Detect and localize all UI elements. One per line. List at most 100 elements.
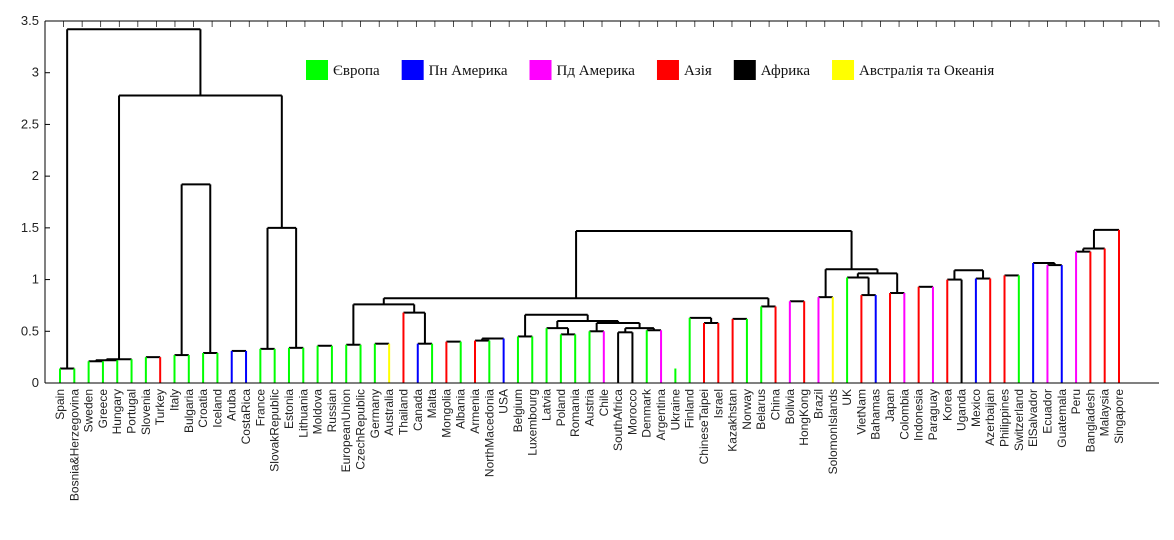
x-tick-label: EuropeanUnion — [339, 389, 353, 472]
x-tick-label: Austria — [583, 389, 597, 427]
x-tick-label: Turkey — [153, 389, 167, 425]
x-tick-label: Malta — [425, 389, 439, 419]
x-tick-label: Bangladesh — [1083, 389, 1097, 452]
x-tick-label: Korea — [940, 389, 954, 421]
x-tick-label: Indonesia — [912, 389, 926, 441]
x-tick-label: Switzerland — [1012, 389, 1026, 451]
x-tick-label: Bolivia — [783, 389, 797, 425]
y-tick-label: 2 — [32, 168, 39, 183]
y-tick-label: 1.5 — [21, 220, 39, 235]
x-tick-label: Denmark — [640, 388, 654, 438]
x-tick-label: SlovakRepublic — [268, 389, 282, 472]
y-tick-label: 1 — [32, 272, 39, 287]
x-tick-label: Azerbaijan — [983, 389, 997, 446]
x-tick-label: Latvia — [540, 389, 554, 421]
x-tick-label: Thailand — [396, 389, 410, 435]
x-tick-label: Chile — [597, 389, 611, 417]
x-tick-label: Norway — [740, 389, 754, 430]
legend-label: Африка — [761, 63, 811, 79]
x-tick-label: ElSalvador — [1026, 389, 1040, 447]
x-tick-label: Ukraine — [668, 389, 682, 431]
x-tick-label: Albania — [454, 389, 468, 429]
x-tick-label: Russian — [325, 389, 339, 432]
x-tick-label: NorthMacedonia — [482, 389, 496, 477]
x-tick-label: USA — [497, 389, 511, 414]
x-tick-label: ChineseTaipei — [697, 389, 711, 464]
legend-label: Пд Америка — [557, 63, 636, 79]
x-tick-label: Iceland — [210, 389, 224, 428]
x-tick-label: Poland — [554, 389, 568, 426]
x-tick-label: Canada — [411, 389, 425, 431]
x-tick-label: Slovenia — [139, 389, 153, 435]
x-tick-label: Luxembourg — [525, 389, 539, 456]
x-tick-label: Germany — [368, 389, 382, 438]
legend-label: Азія — [684, 63, 712, 79]
y-tick-label: 0 — [32, 375, 39, 390]
legend-label: Австралія та Океанія — [859, 63, 994, 79]
x-tick-label: Belarus — [754, 389, 768, 430]
legend-swatch — [656, 60, 679, 80]
x-tick-label: Philippines — [998, 389, 1012, 447]
x-tick-label: Aruba — [225, 389, 239, 421]
x-tick-label: Brazil — [811, 389, 825, 419]
legend-swatch — [529, 60, 552, 80]
y-tick-label: 3 — [32, 65, 39, 80]
x-tick-label: Paraguay — [926, 389, 940, 440]
x-tick-label: HongKong — [797, 389, 811, 446]
x-tick-label: Singapore — [1112, 389, 1126, 444]
x-tick-label: Kazakhstan — [726, 389, 740, 452]
x-tick-label: Hungary — [110, 389, 124, 434]
legend-label: Пн Америка — [429, 63, 508, 79]
x-tick-label: Ecuador — [1040, 389, 1054, 434]
y-tick-label: 0.5 — [21, 323, 39, 338]
leaf-stems — [59, 229, 1120, 383]
x-tick-label: Belgium — [511, 389, 525, 432]
legend-swatch — [733, 60, 756, 80]
dendrogram-links — [60, 28, 1119, 370]
legend-swatch — [401, 60, 424, 80]
x-tick-label: Peru — [1069, 389, 1083, 414]
x-tick-label: Argentina — [654, 389, 668, 441]
x-tick-label: Bahamas — [869, 389, 883, 440]
x-tick-label: Australia — [382, 389, 396, 436]
x-tick-label: Portugal — [125, 389, 139, 434]
x-tick-label: Mongolia — [439, 389, 453, 438]
x-tick-label: Malaysia — [1098, 389, 1112, 437]
x-tick-label: Finland — [683, 389, 697, 428]
y-tick-labels: 0 0.5 1 1.5 2 2.5 3 3.5 — [21, 13, 50, 390]
x-tick-label: Moldova — [311, 389, 325, 435]
x-tick-label: Greece — [96, 389, 110, 429]
x-tick-label: Guatemala — [1055, 389, 1069, 448]
x-tick-label: Uganda — [955, 389, 969, 431]
x-tick-label: Colombia — [897, 389, 911, 440]
x-tick-label: Lithuania — [296, 389, 310, 438]
x-tick-label: Spain — [53, 389, 67, 420]
x-tick-labels: Spain Bosnia&Herzegovina Sweden Greece Hunga… — [53, 388, 1126, 501]
x-tick-label: Sweden — [82, 389, 96, 432]
x-tick-label: CzechRepublic — [354, 389, 368, 470]
y-tick-label: 3.5 — [21, 13, 39, 28]
top-axis-ticks — [44, 21, 1160, 27]
x-tick-label: VietNam — [854, 389, 868, 435]
x-tick-label: Bulgaria — [182, 389, 196, 433]
x-tick-label: Bosnia&Herzegovina — [67, 389, 81, 501]
x-tick-label: Japan — [883, 389, 897, 422]
y-tick-label: 2.5 — [21, 116, 39, 131]
legend-swatch — [832, 60, 855, 80]
legend: Європа Пн Америка Пд Америка Азія Африка Авст… — [306, 60, 994, 80]
x-tick-label: SolomonIslands — [826, 389, 840, 474]
x-tick-label: Morocco — [625, 389, 639, 435]
x-tick-label: Israel — [711, 389, 725, 418]
legend-swatch — [306, 60, 328, 80]
legend-label: Європа — [333, 63, 380, 79]
x-tick-label: CostaRica — [239, 389, 253, 445]
x-tick-label: SouthAfrica — [611, 389, 625, 451]
x-tick-label: Armenia — [468, 389, 482, 434]
x-tick-label: Italy — [167, 389, 181, 411]
x-tick-label: Mexico — [969, 389, 983, 427]
x-tick-label: Romania — [568, 389, 582, 437]
x-tick-label: Estonia — [282, 389, 296, 429]
x-tick-label: UK — [840, 389, 854, 406]
x-tick-label: France — [253, 389, 267, 427]
